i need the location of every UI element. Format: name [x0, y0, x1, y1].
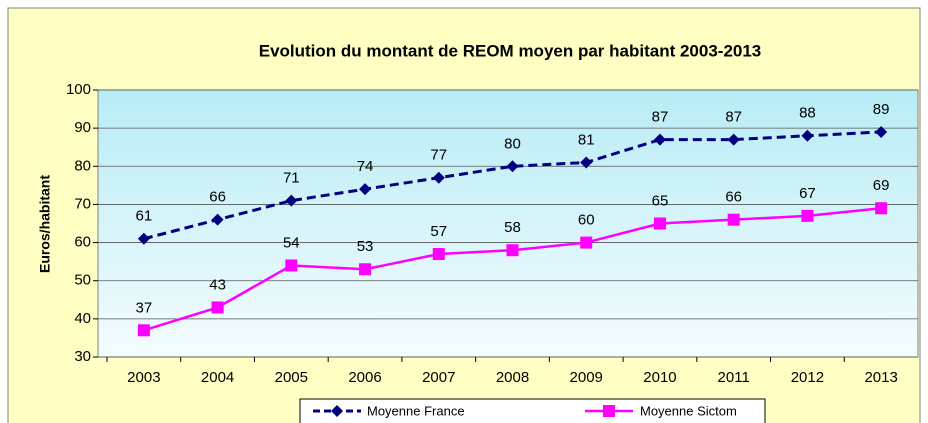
data-point	[506, 160, 519, 173]
x-tick-label: 2011	[718, 369, 750, 386]
y-tick-label: 40	[74, 310, 91, 327]
data-point	[875, 202, 888, 215]
y-tick-label: 30	[74, 348, 91, 365]
data-point	[580, 236, 593, 249]
data-point	[653, 217, 666, 230]
data-point	[875, 125, 888, 138]
y-tick-label: 50	[74, 272, 91, 289]
data-point	[359, 183, 372, 196]
data-label: 54	[283, 234, 300, 251]
x-tick-label: 2009	[570, 369, 603, 386]
data-point	[727, 213, 740, 226]
data-label: 61	[136, 208, 153, 225]
data-label: 77	[430, 147, 447, 164]
data-point	[211, 301, 224, 314]
data-label: 88	[799, 105, 816, 122]
data-label: 69	[873, 177, 890, 194]
data-label: 67	[799, 185, 816, 202]
data-point	[285, 194, 298, 207]
data-point	[653, 133, 666, 146]
data-point	[285, 259, 298, 272]
data-label: 65	[652, 192, 669, 209]
data-label: 80	[504, 135, 521, 152]
data-label: 71	[283, 170, 300, 187]
data-point	[137, 232, 150, 245]
chart-title: Evolution du montant de REOM moyen par h…	[259, 41, 762, 60]
y-tick-label: 70	[74, 195, 91, 212]
data-label: 57	[430, 223, 447, 240]
series-line	[143, 130, 882, 241]
x-tick-label: 2004	[201, 369, 234, 386]
x-tick-label: 2003	[127, 369, 160, 386]
data-label: 37	[136, 299, 153, 316]
data-label: 43	[209, 276, 226, 293]
data-label: 74	[357, 158, 374, 175]
x-tick-label: 2008	[496, 369, 529, 386]
data-label: 66	[725, 189, 742, 206]
y-tick-label: 90	[74, 119, 91, 136]
y-tick-label: 60	[74, 234, 91, 251]
x-tick-label: 2012	[791, 369, 824, 386]
data-point	[211, 213, 224, 226]
legend-marker	[603, 405, 615, 417]
x-tick-label: 2010	[643, 369, 676, 386]
data-label: 53	[357, 238, 374, 255]
x-tick-label: 2005	[275, 369, 308, 386]
data-point	[727, 133, 740, 146]
y-tick-label: 100	[66, 81, 91, 98]
data-point	[432, 248, 445, 261]
data-point	[432, 171, 445, 184]
x-tick-label: 2006	[348, 369, 381, 386]
legend-box	[299, 398, 766, 423]
data-label: 58	[504, 219, 521, 236]
y-axis-label: Euros/habitant	[37, 175, 53, 273]
y-tick-label: 80	[74, 157, 91, 174]
data-label: 60	[578, 212, 595, 229]
data-point	[359, 263, 372, 276]
legend-marker	[331, 405, 343, 417]
plot-area	[97, 89, 919, 358]
data-point	[580, 156, 593, 169]
data-label: 89	[873, 101, 890, 118]
data-label: 87	[725, 109, 742, 126]
data-point	[506, 244, 519, 257]
data-label: 66	[209, 189, 226, 206]
x-tick-label: 2013	[864, 369, 897, 386]
data-point	[801, 129, 814, 142]
data-point	[801, 209, 814, 222]
data-label: 81	[578, 131, 595, 148]
data-label: 87	[652, 109, 669, 126]
legend-label: Moyenne Sictom	[640, 403, 737, 418]
x-tick-label: 2007	[422, 369, 455, 386]
legend-label: Moyenne France	[367, 403, 465, 418]
data-point	[137, 324, 150, 337]
